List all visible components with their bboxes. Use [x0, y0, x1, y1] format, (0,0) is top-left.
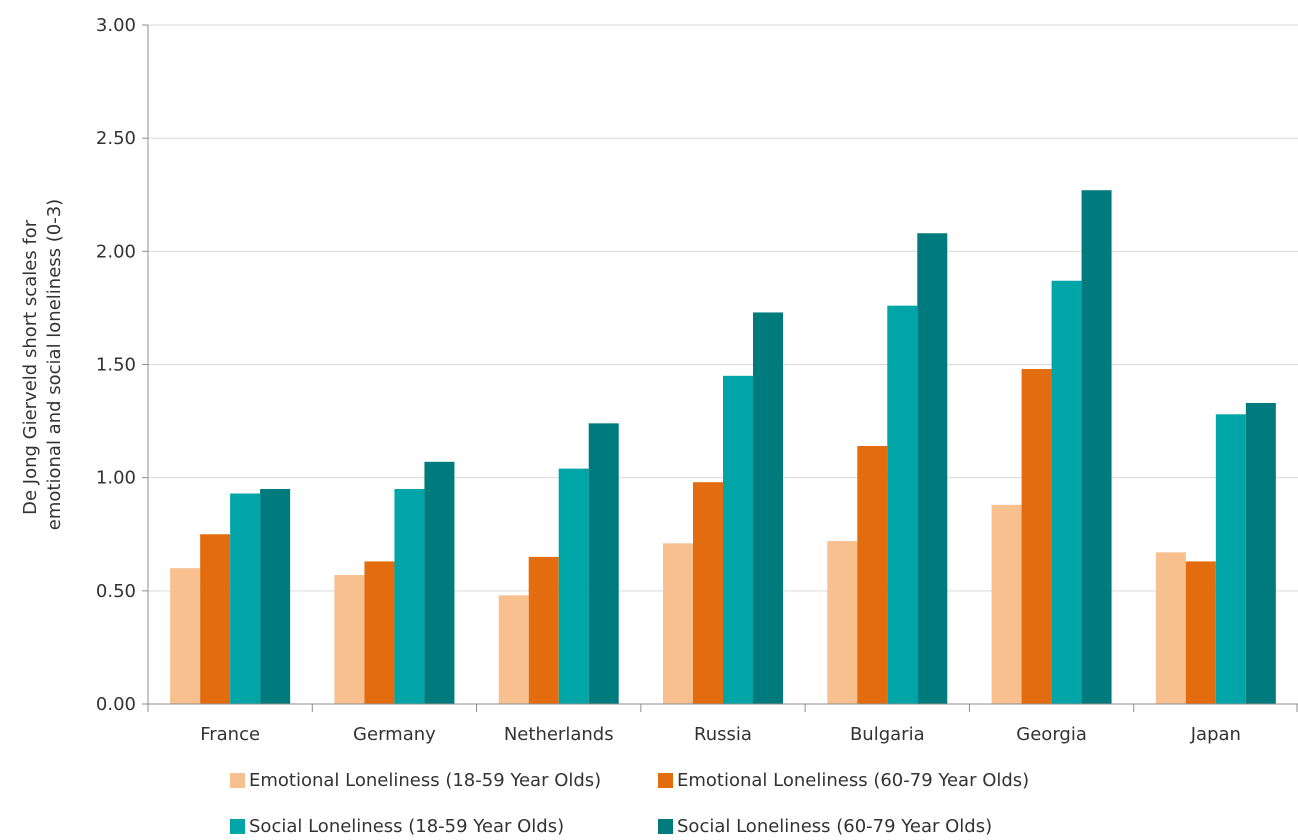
bar-netherlands-series-3 [558, 468, 589, 704]
bar-bulgaria-series-3 [887, 305, 918, 704]
bar-russia-series-2 [693, 482, 723, 704]
legend-swatch-social-18-59 [230, 819, 245, 834]
bar-chart: 0.00 0.50 1.00 1.50 2.00 2.50 3.00 France Germa… [20, 15, 1298, 745]
x-tick-label: Bulgaria [850, 724, 925, 745]
x-tick-label: Russia [694, 724, 752, 745]
bar-japan-series-4 [1245, 402, 1276, 704]
bar-bulgaria-series-2 [857, 445, 888, 704]
y-axis-title-line-1: De Jong Gierveld short scales for [20, 219, 41, 515]
y-tick-label: 2.50 [96, 128, 136, 149]
bar-netherlands-series-2 [528, 556, 559, 704]
bar-germany-series-2 [364, 561, 395, 704]
y-tick-label: 1.00 [96, 468, 136, 489]
y-tick-label: 0.50 [96, 581, 136, 602]
y-axis-title: De Jong Gierveld short scales for emotio… [20, 199, 65, 530]
bar-georgia-series-2 [1021, 369, 1052, 704]
x-tick-label: Netherlands [504, 724, 614, 745]
bars [170, 190, 1276, 704]
legend-item-emotional-60-79: Emotional Loneliness (60-79 Year Olds) [658, 770, 1029, 791]
legend-item-emotional-18-59: Emotional Loneliness (18-59 Year Olds) [230, 770, 601, 791]
y-axis-title-line-2: emotional and social loneliness (0-3) [44, 199, 65, 530]
bar-france-series-1 [170, 568, 201, 704]
legend-swatch-emotional-18-59 [230, 773, 245, 788]
axes [142, 24, 1298, 712]
legend-label: Social Loneliness (60-79 Year Olds) [677, 816, 993, 837]
bar-japan-series-3 [1215, 414, 1246, 704]
legend-label: Social Loneliness (18-59 Year Olds) [249, 816, 565, 837]
x-tick-label: France [200, 724, 260, 745]
bar-france-series-3 [230, 493, 261, 704]
legend-swatch-social-60-79 [658, 819, 673, 834]
bar-russia-series-1 [663, 543, 693, 704]
x-tick-label: Japan [1190, 724, 1241, 745]
y-tick-label: 1.50 [96, 355, 136, 376]
bar-netherlands-series-1 [498, 595, 529, 704]
legend-item-social-18-59: Social Loneliness (18-59 Year Olds) [230, 816, 564, 837]
legend-swatch-emotional-60-79 [658, 773, 673, 788]
bar-georgia-series-1 [991, 504, 1022, 704]
x-tick-label: Germany [353, 724, 436, 745]
y-tick-label: 2.00 [96, 241, 136, 262]
bar-japan-series-2 [1185, 561, 1216, 704]
bar-georgia-series-4 [1081, 190, 1112, 704]
bar-bulgaria-series-1 [827, 541, 858, 704]
x-tick-labels: France Germany Netherlands Russia Bulgaria Ge… [200, 724, 1241, 745]
bar-germany-series-1 [334, 574, 365, 704]
legend-label: Emotional Loneliness (18-59 Year Olds) [249, 770, 602, 791]
bar-russia-series-4 [753, 312, 783, 704]
y-tick-label: 0.00 [96, 694, 136, 715]
bar-germany-series-4 [424, 461, 455, 704]
bar-france-series-2 [200, 534, 231, 704]
bar-netherlands-series-4 [588, 423, 619, 704]
bar-japan-series-1 [1155, 552, 1186, 704]
bar-germany-series-3 [394, 488, 425, 704]
x-tick-label: Georgia [1016, 724, 1087, 745]
legend-label: Emotional Loneliness (60-79 Year Olds) [677, 770, 1030, 791]
bar-bulgaria-series-4 [917, 233, 948, 704]
bar-russia-series-3 [723, 375, 753, 704]
bar-france-series-4 [260, 488, 291, 704]
bar-georgia-series-3 [1051, 280, 1082, 704]
y-tick-label: 3.00 [96, 15, 136, 36]
y-tick-labels: 0.00 0.50 1.00 1.50 2.00 2.50 3.00 [96, 15, 136, 715]
legend-item-social-60-79: Social Loneliness (60-79 Year Olds) [658, 816, 992, 837]
